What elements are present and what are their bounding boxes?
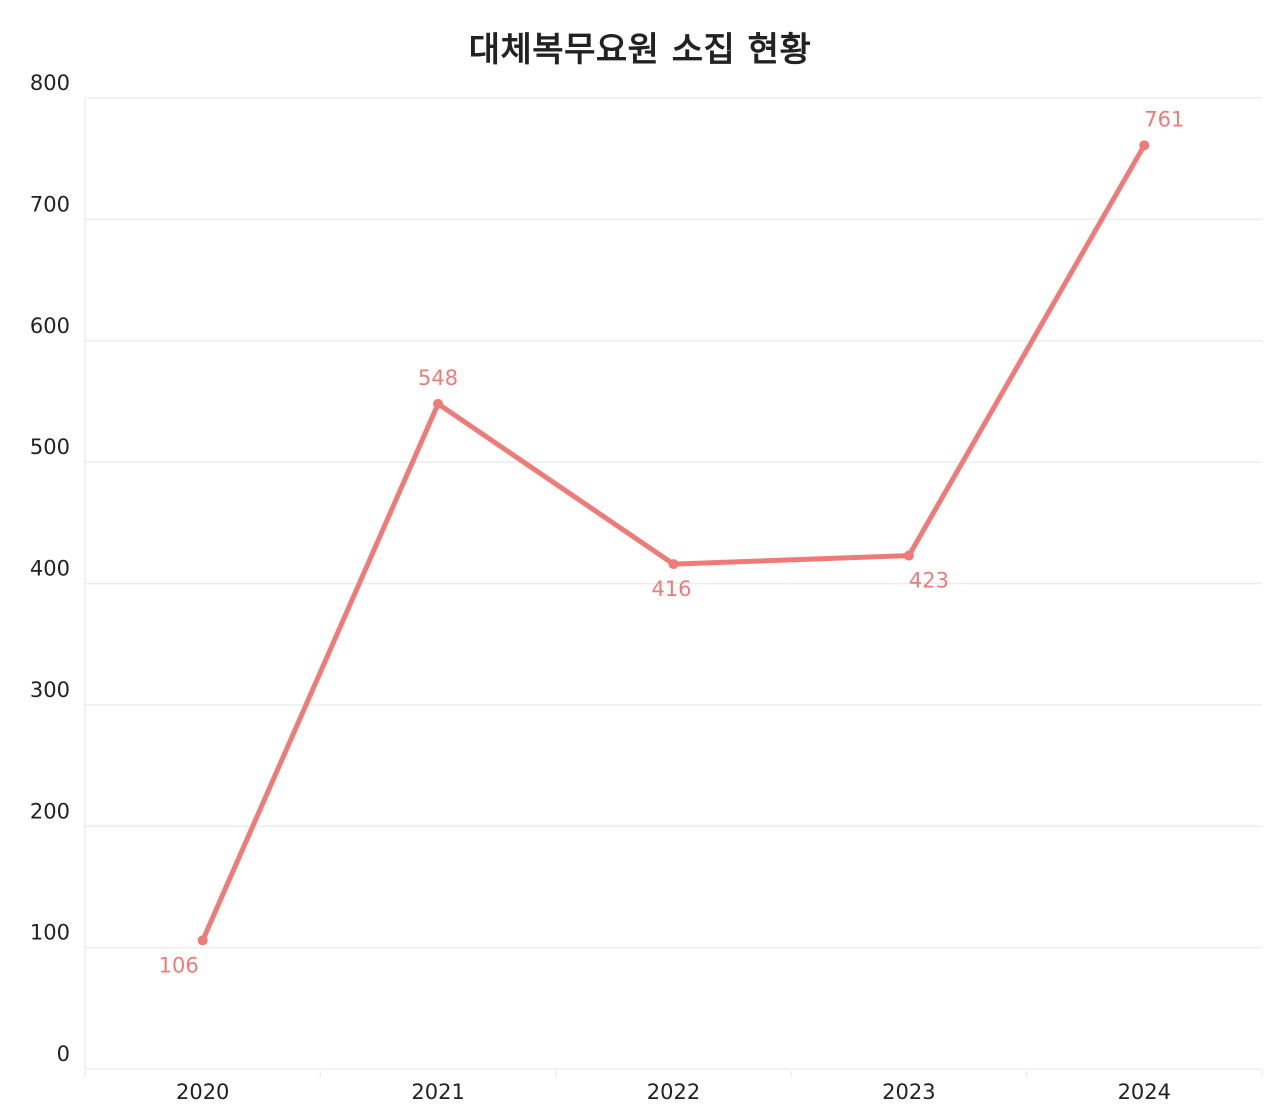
gridlines [85,97,1262,1070]
y-tick-label: 100 [30,921,70,945]
data-point [433,398,444,409]
y-tick-label: 400 [30,557,70,581]
x-tick-label: 2024 [1118,1080,1171,1104]
x-tick-label: 2021 [411,1080,464,1104]
x-tick-label: 2020 [176,1080,229,1104]
data-label: 416 [651,577,691,601]
chart-title: 대체복무요원 소집 현황 [468,30,812,70]
data-point [903,550,914,561]
x-tick-label: 2022 [647,1080,700,1104]
series-line [200,142,1147,943]
y-tick-label: 300 [30,678,70,702]
y-tick-label: 500 [30,435,70,459]
axes: 0 100 200 300 400 500 600 700 800 2020 2021 2022 202… [30,71,1263,1104]
data-label: 548 [418,366,458,390]
y-tick-label: 800 [30,71,70,95]
y-tick-label: 600 [30,314,70,338]
series-layer [197,140,1150,946]
data-labels: 106 548 416 423 761 [159,107,1185,977]
data-label: 761 [1144,107,1184,131]
data-label: 423 [909,569,949,593]
data-point [668,559,679,570]
data-point [197,935,208,946]
y-tick-label: 0 [57,1042,70,1066]
data-point [1139,140,1150,151]
y-tick-label: 200 [30,799,70,823]
y-tick-label: 700 [30,192,70,216]
x-tick-label: 2023 [882,1080,935,1104]
data-label: 106 [159,953,199,977]
